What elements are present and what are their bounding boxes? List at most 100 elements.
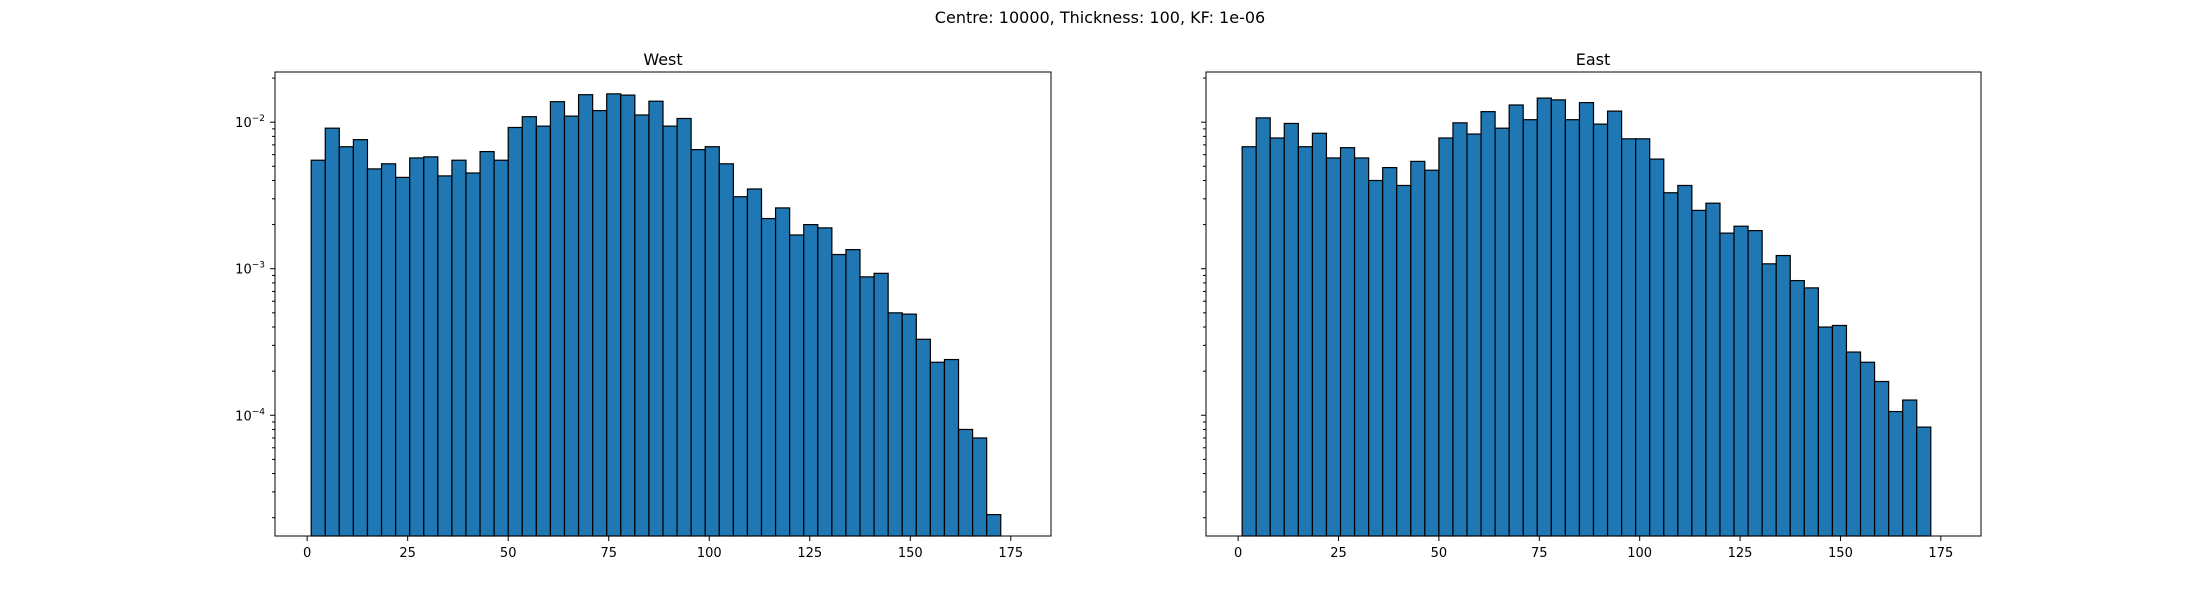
histogram-bar	[1775, 254, 1791, 537]
east-x-axis: 0 25 50 75 100 125 150 175	[1234, 536, 1953, 561]
west-y-axis: 10−4 10−3 10−2	[235, 77, 275, 519]
histogram-bar	[1663, 192, 1679, 537]
histogram-bar	[887, 312, 903, 537]
x-tick-label: 75	[1531, 546, 1548, 561]
x-tick-label: 25	[399, 546, 416, 561]
x-tick-label: 150	[898, 546, 923, 561]
west-chart-title: West	[643, 50, 682, 69]
histogram-bar	[1311, 132, 1328, 537]
histogram-bar	[915, 338, 931, 537]
x-tick-label: 175	[1928, 546, 1953, 561]
histogram-bar	[1621, 138, 1637, 537]
histogram-bar	[901, 313, 917, 537]
x-tick-label: 0	[303, 546, 311, 561]
histogram-bar	[943, 358, 960, 537]
x-tick-label: 50	[500, 546, 517, 561]
histogram-bar	[634, 114, 650, 537]
histogram-bar	[929, 361, 946, 537]
figure-title: Centre: 10000, Thickness: 100, KF: 1e-06	[934, 8, 1266, 27]
histogram-bar	[873, 272, 889, 537]
y-tick-label: 10−4	[235, 407, 265, 424]
east-y-axis	[1201, 77, 1206, 519]
west-x-axis: 0 25 50 75 100 125 150 175	[303, 536, 1023, 561]
x-tick-label: 100	[1627, 546, 1652, 561]
histogram-bar	[1691, 209, 1707, 537]
histogram-bar	[1578, 102, 1595, 537]
histogram-bar	[1845, 351, 1862, 537]
histogram-bar	[1410, 160, 1426, 537]
histogram-bar	[1592, 123, 1609, 537]
histogram-bar	[1424, 169, 1440, 537]
histogram-bar	[1859, 361, 1876, 537]
histogram-bar	[1888, 410, 1904, 537]
histogram-bar	[676, 117, 692, 537]
histogram-bar	[338, 146, 354, 537]
histogram-bar	[606, 93, 622, 537]
histogram-bar	[718, 163, 734, 537]
histogram-bar	[1480, 111, 1496, 537]
east-bars	[1241, 97, 1932, 537]
east-plot-frame	[1205, 71, 1982, 537]
histogram-bar	[324, 127, 340, 537]
x-tick-label: 50	[1431, 546, 1448, 561]
histogram-bar	[1269, 137, 1285, 537]
histogram-bar	[1255, 117, 1271, 537]
histogram-bar	[1803, 287, 1819, 537]
histogram-bar	[1635, 138, 1651, 537]
histogram-bar	[774, 207, 791, 537]
x-tick-label: 100	[697, 546, 722, 561]
histogram-bar	[380, 163, 397, 537]
histogram-bar	[1817, 326, 1834, 537]
histogram-bar	[1719, 232, 1735, 537]
histogram-bar	[1902, 399, 1918, 537]
histogram-bar	[1297, 146, 1314, 537]
histogram-bar	[577, 94, 594, 537]
histogram-bar	[1873, 380, 1890, 537]
histogram-bar	[1494, 127, 1510, 537]
histogram-bar	[1353, 157, 1370, 537]
x-tick-label: 0	[1234, 546, 1242, 561]
histogram-bar	[1564, 119, 1581, 537]
histogram-bar	[1747, 230, 1763, 537]
histogram-bar	[563, 115, 580, 537]
histogram-bar	[732, 196, 749, 537]
histogram-bar	[803, 224, 819, 537]
histogram-bar	[1438, 137, 1454, 537]
histogram-bar	[971, 437, 988, 537]
histogram-bar	[1466, 133, 1482, 537]
histogram-bar	[986, 513, 1002, 537]
histogram-bar	[1606, 110, 1623, 537]
histogram-bar	[845, 249, 861, 537]
histogram-bar	[1649, 158, 1665, 537]
histogram-bar	[592, 109, 608, 537]
histogram-bar	[957, 428, 974, 537]
histogram-bar	[704, 146, 720, 537]
histogram-bar	[409, 157, 425, 537]
histogram-bar	[1396, 184, 1412, 537]
west-plot-frame	[274, 71, 1052, 537]
x-tick-label: 75	[600, 546, 617, 561]
histogram-bar	[648, 100, 664, 537]
histogram-bar	[310, 159, 326, 537]
histogram-bar	[789, 234, 805, 537]
x-tick-label: 125	[797, 546, 822, 561]
histogram-bar	[1789, 279, 1805, 537]
histogram-bar	[493, 159, 509, 537]
histogram-bar	[366, 168, 383, 537]
histogram-bar	[352, 139, 369, 537]
histogram-bar	[760, 217, 777, 537]
histogram-bar	[662, 125, 678, 537]
histogram-bar	[1705, 202, 1721, 537]
histogram-bar	[1522, 119, 1538, 537]
y-tick-label: 10−2	[235, 114, 265, 131]
histogram-bar	[395, 176, 411, 537]
histogram-bar	[1283, 122, 1299, 537]
histogram-bar	[620, 94, 636, 537]
histogram-bar	[1536, 97, 1552, 537]
histogram-bar	[746, 188, 763, 537]
histogram-bar	[423, 156, 439, 537]
histogram-bar	[1368, 179, 1384, 537]
histogram-bar	[479, 150, 495, 537]
